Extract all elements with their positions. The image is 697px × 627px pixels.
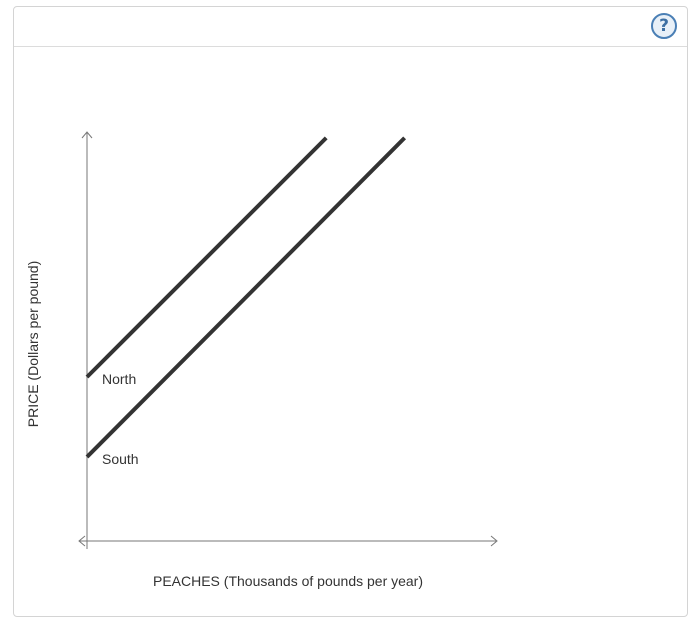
x-axis-right-arrow (490, 535, 498, 547)
series-label-north: North (102, 371, 136, 387)
question-panel: ? (13, 6, 688, 617)
y-axis-label: PRICE (Dollars per pound) (25, 261, 41, 428)
x-axis-label: PEACHES (Thousands of pounds per year) (153, 573, 423, 589)
panel-header: ? (14, 7, 687, 47)
series-label-south: South (102, 451, 139, 467)
series-line-south (85, 136, 407, 459)
series-line-north (85, 136, 328, 379)
help-button[interactable]: ? (651, 13, 677, 39)
x-axis-left-arrow (78, 535, 86, 547)
y-axis-arrow (81, 131, 93, 139)
question-circle-icon: ? (659, 15, 669, 36)
axes (78, 131, 498, 549)
series-layer: North South (85, 136, 407, 467)
